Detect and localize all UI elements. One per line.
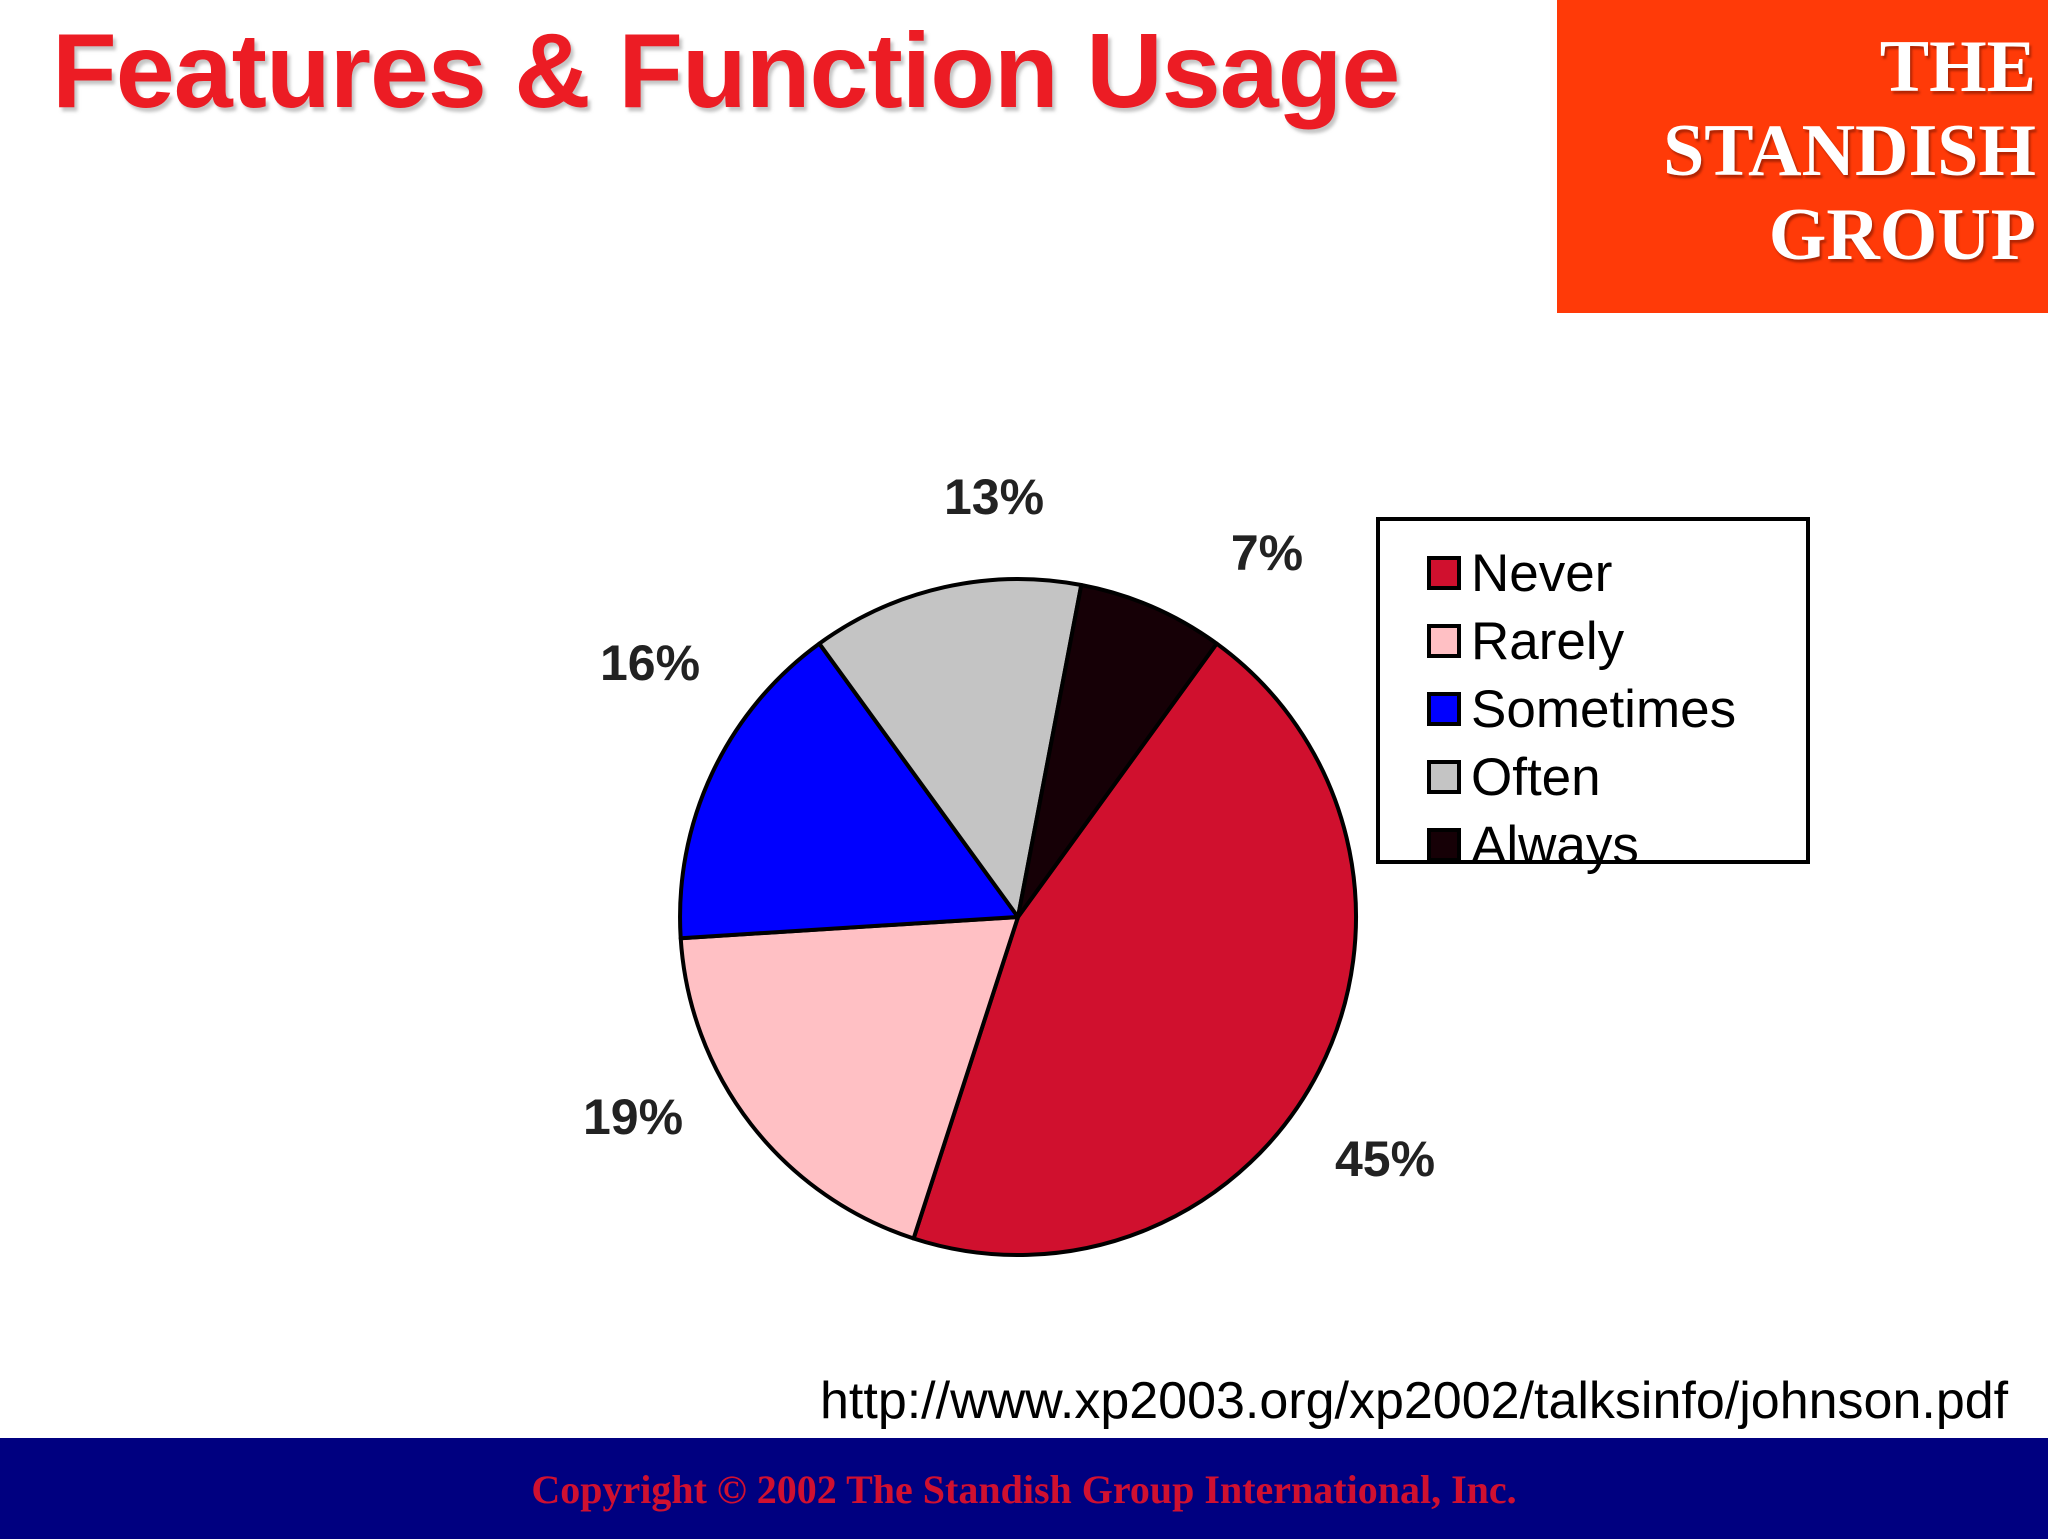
legend-swatch-sometimes (1427, 692, 1461, 726)
legend-label-never: Never (1471, 543, 1613, 603)
legend-swatch-never (1427, 556, 1461, 590)
slide-title: Features & Function Usage (52, 12, 1400, 130)
legend-item-sometimes: Sometimes (1427, 679, 1736, 739)
pie-slice-sometimes (678, 641, 1020, 941)
logo-line-1: THE (1879, 26, 2036, 108)
pie-value-label-never: 45% (1335, 1131, 1435, 1187)
pie-value-label-rarely: 19% (583, 1089, 683, 1145)
footer-bar: Copyright © 2002 The Standish Group Inte… (0, 1438, 2048, 1539)
pie-slice-always (1016, 583, 1219, 919)
legend-label-often: Often (1471, 747, 1601, 807)
pie-slices (678, 577, 1359, 1258)
source-url: http://www.xp2003.org/xp2002/talksinfo/j… (820, 1372, 2009, 1430)
chart-legend: Never Rarely Sometimes Often Always (1376, 517, 1810, 872)
legend-swatch-often (1427, 760, 1461, 794)
legend-swatch-rarely (1427, 624, 1461, 658)
pie-value-label-often: 13% (944, 469, 1044, 525)
legend-item-rarely: Rarely (1427, 611, 1624, 671)
legend-item-never: Never (1427, 543, 1612, 603)
legend-item-often: Often (1427, 747, 1601, 807)
pie-slice-rarely (678, 915, 1020, 1241)
legend-label-rarely: Rarely (1471, 611, 1625, 671)
pie-slice-never (911, 641, 1359, 1258)
legend-label-always: Always (1471, 815, 1639, 875)
pie-value-label-sometimes: 16% (600, 635, 700, 691)
copyright-text: Copyright © 2002 The Standish Group Inte… (531, 1467, 1517, 1512)
pie-chart: 45% 19% 16% 13% 7% (583, 469, 1435, 1258)
pie-value-label-always: 7% (1231, 525, 1303, 581)
legend-item-always: Always (1427, 815, 1639, 875)
legend-label-sometimes: Sometimes (1471, 679, 1737, 739)
pie-slice-often (817, 577, 1084, 919)
logo-line-2: STANDISH (1663, 110, 2036, 192)
standish-group-logo: THE STANDISH GROUP (1557, 0, 2048, 313)
legend-swatch-always (1427, 828, 1461, 862)
logo-line-3: GROUP (1768, 194, 2036, 276)
pie-value-labels: 45% 19% 16% 13% 7% (583, 469, 1435, 1187)
